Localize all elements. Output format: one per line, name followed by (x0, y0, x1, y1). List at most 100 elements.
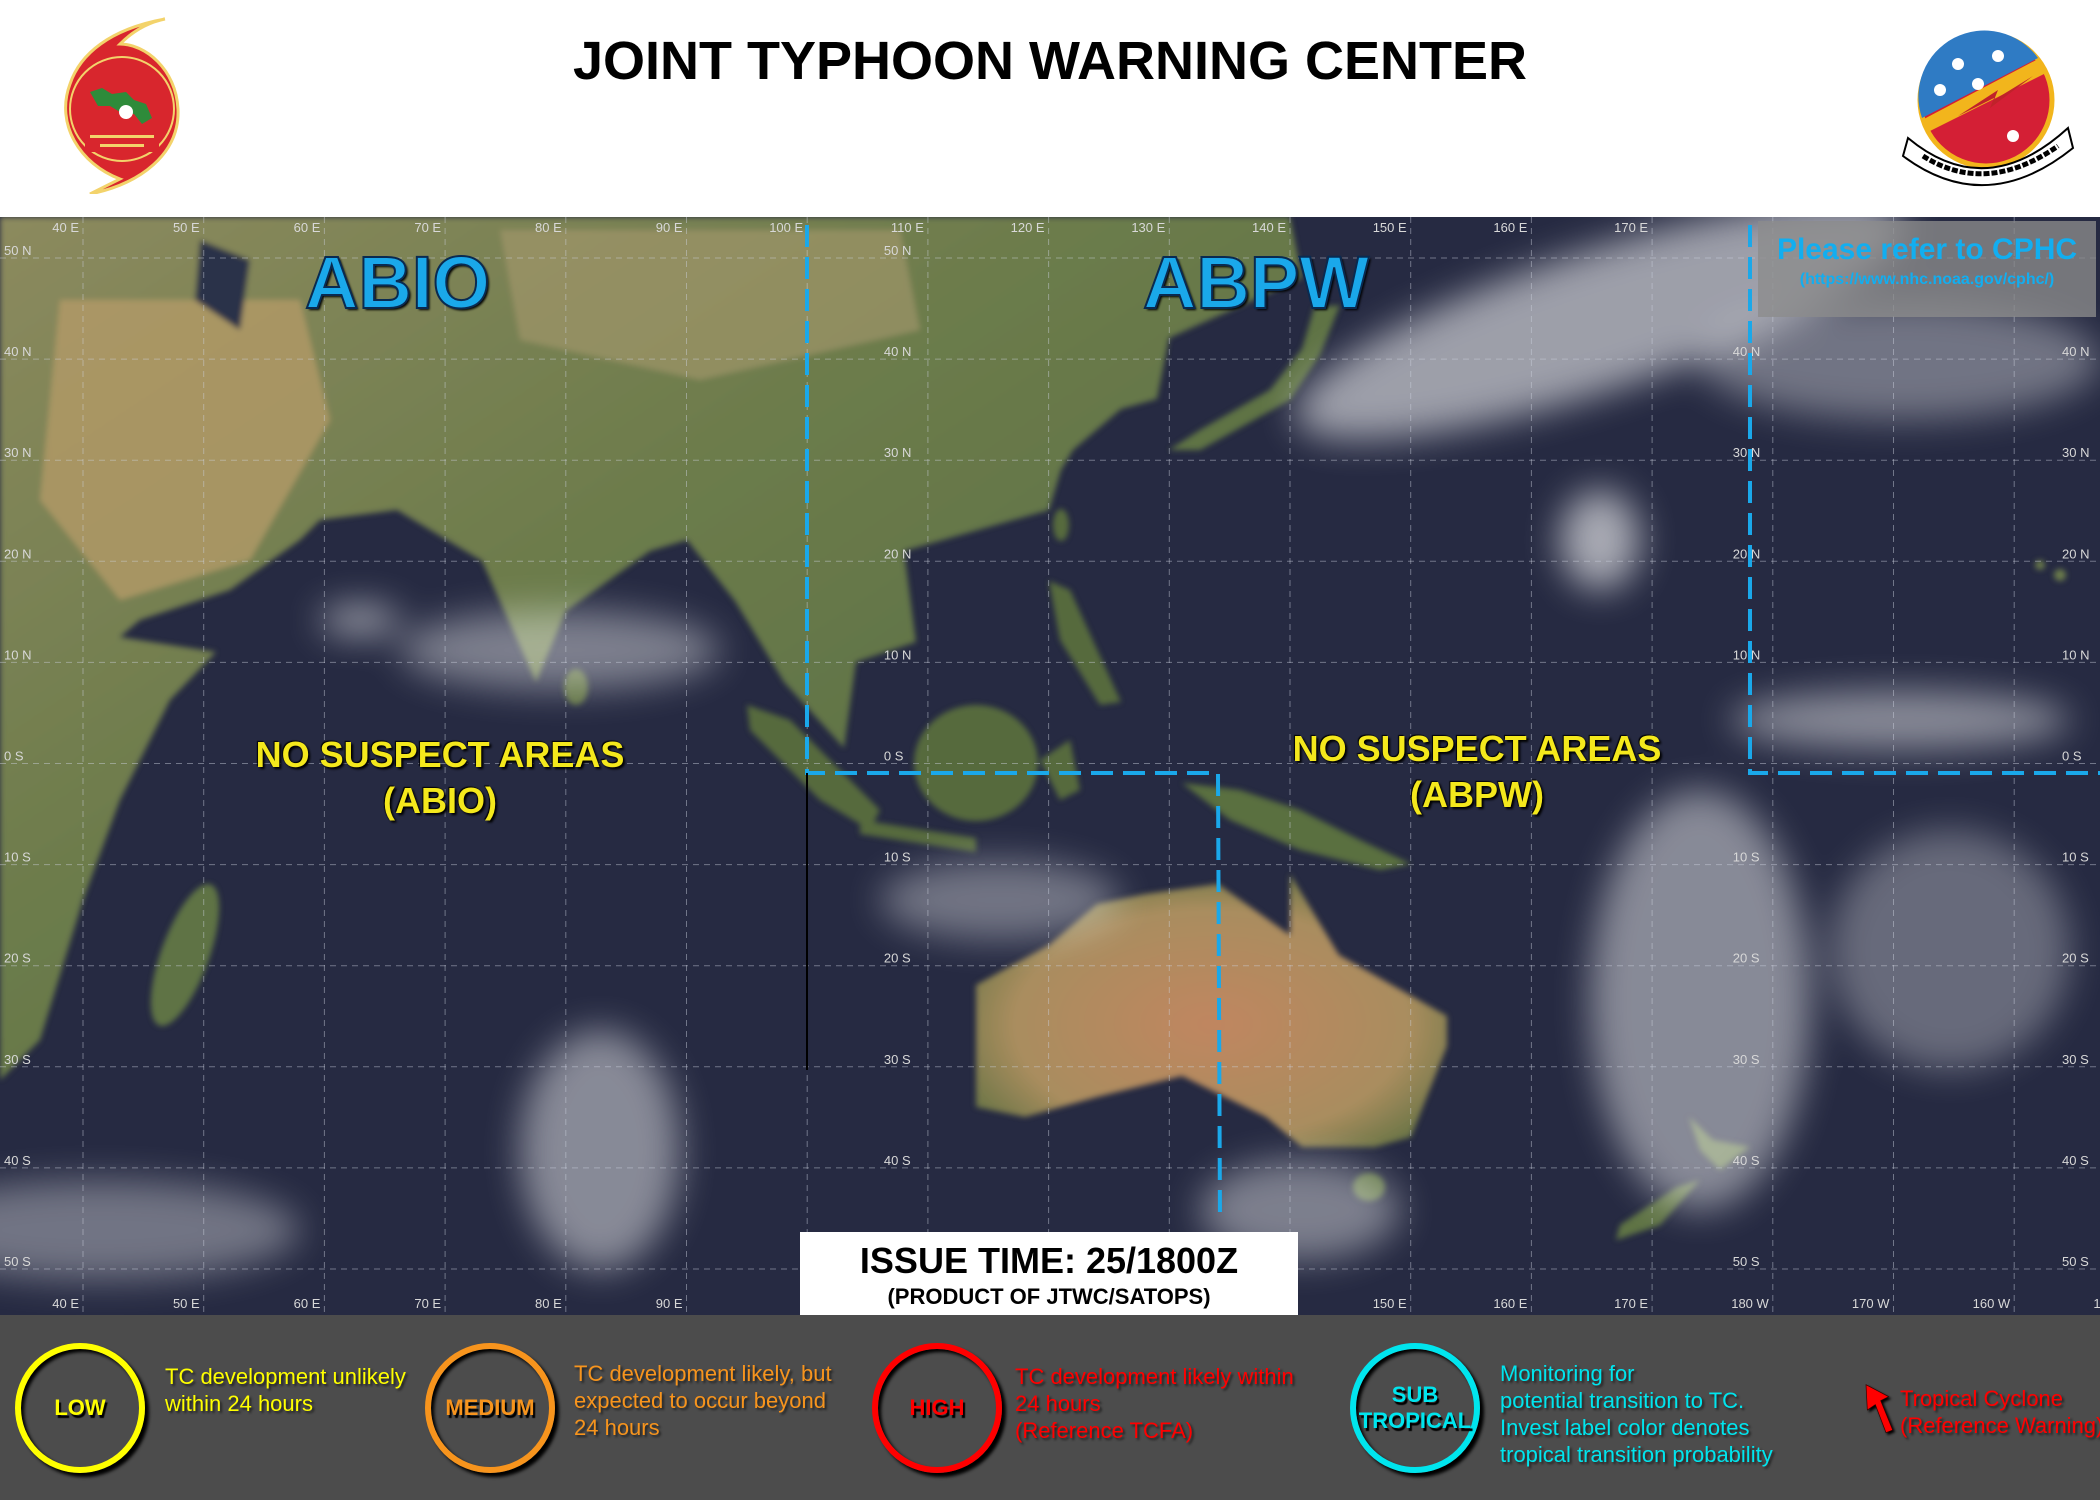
legend-medium-circle: MEDIUM (425, 1343, 555, 1473)
latitude-label: 50 S (2062, 1254, 2089, 1269)
latitude-label: 30 N (884, 445, 911, 460)
legend-medium-label: MEDIUM (445, 1395, 535, 1420)
longitude-label: 40 E (52, 1296, 79, 1311)
latitude-label: 40 N (2062, 344, 2089, 359)
legend-text-line: TC development unlikely (165, 1364, 406, 1389)
longitude-label: 80 E (535, 1296, 562, 1311)
longitude-label: 70 E (414, 1296, 441, 1311)
latitude-label: 20 S (884, 951, 911, 966)
cphc-boundary (1748, 225, 2100, 775)
latitude-label: 10 S (4, 850, 31, 865)
aor-boundaries (805, 225, 2100, 1223)
latitude-label: 10 N (2062, 647, 2089, 662)
latitude-label: 50 N (884, 243, 911, 258)
longitude-label: 70 E (414, 220, 441, 235)
abpw-status-line2: (ABPW) (1410, 774, 1544, 815)
longitude-label: 90 E (656, 220, 683, 235)
abio-status-line2: (ABIO) (383, 780, 497, 821)
latitude-label: 20 S (2062, 951, 2089, 966)
latitude-label: 10 S (884, 850, 911, 865)
latitude-label: 10 N (1733, 647, 1760, 662)
longitude-label: 170 E (1614, 220, 1648, 235)
australia (976, 874, 1447, 1147)
latitude-label: 10 N (884, 647, 911, 662)
longitude-label: 150 W (2093, 1296, 2100, 1311)
latitude-label: 40 S (884, 1153, 911, 1168)
latitude-label: 40 N (1733, 344, 1760, 359)
latitude-label: 30 S (884, 1052, 911, 1067)
17ows-logo (1898, 28, 2078, 193)
page-title: JOINT TYPHOON WARNING CENTER (572, 31, 1528, 91)
legend-text-line: (Reference TCFA) (1015, 1418, 1194, 1443)
latitude-label: 30 N (2062, 445, 2089, 460)
latitude-label: 20 N (2062, 546, 2089, 561)
longitude-label: 150 E (1373, 1296, 1407, 1311)
latitude-label: 0 S (4, 749, 24, 764)
longitude-label: 90 E (656, 1296, 683, 1311)
legend-text-line: (Reference Warning) (1900, 1413, 2100, 1438)
legend-subtropical-text: Monitoring for potential transition to T… (1500, 1360, 1773, 1468)
legend-subtropical-label: TROPICAL (1358, 1408, 1472, 1433)
latitude-label: 10 N (4, 647, 31, 662)
legend-text-line: 24 hours (574, 1415, 660, 1440)
legend: LOW TC development unlikely within 24 ho… (0, 1315, 2100, 1500)
latitude-label: 40 S (1733, 1153, 1760, 1168)
legend-text-line: Invest label color denotes (1500, 1415, 1750, 1440)
latitude-label: 20 S (1733, 951, 1760, 966)
longitude-label: 40 E (52, 220, 79, 235)
latitude-label: 0 S (884, 749, 904, 764)
latitude-label: 30 S (1733, 1052, 1760, 1067)
latitude-label: 30 S (4, 1052, 31, 1067)
legend-text-line: Monitoring for (1500, 1361, 1635, 1386)
longitude-label: 120 E (1011, 220, 1045, 235)
longitude-label: 110 E (891, 220, 924, 235)
legend-low-circle: LOW (15, 1343, 145, 1473)
latitude-label: 20 N (4, 546, 31, 561)
lat-lon-grid: 40 E 40 E 50 E 50 E 60 E 60 E 70 E 70 E 80 E 80 E… (0, 217, 2100, 1315)
asia-africa-landmass (0, 217, 1302, 1080)
legend-text-line: expected to occur beyond (574, 1388, 826, 1413)
cphc-notice: Please refer to CPHC (https://www.nhc.no… (1758, 221, 2096, 317)
latitude-label: 40 N (884, 344, 911, 359)
longitude-label: 160 E (1493, 220, 1527, 235)
product-source: (PRODUCT OF JTWC/SATOPS) (887, 1284, 1211, 1309)
latitude-label: 50 S (1733, 1254, 1760, 1269)
legend-text-line: potential transition to TC. (1500, 1388, 1745, 1413)
legend-subtropical-circle: SUB TROPICAL (1350, 1343, 1480, 1473)
legend-low-label: LOW (54, 1395, 106, 1420)
latitude-label: 30 N (4, 445, 31, 460)
legend-text-line: within 24 hours (165, 1391, 313, 1416)
legend-high-circle: HIGH (872, 1343, 1002, 1473)
legend-low-text: TC development unlikely within 24 hours (165, 1363, 406, 1417)
legend-text-line: TC development likely, but (574, 1361, 832, 1386)
latitude-label: 40 N (4, 344, 31, 359)
latitude-label: 40 S (2062, 1153, 2089, 1168)
latitude-label: 50 N (4, 243, 31, 258)
cloud-cover (0, 217, 2100, 1280)
issue-time: ISSUE TIME: 25/1800Z (859, 1240, 1239, 1281)
longitude-label: 100 E (769, 220, 803, 235)
longitude-label: 170 W (1852, 1296, 1890, 1311)
longitude-label: 140 E (1252, 220, 1286, 235)
abpw-status: NO SUSPECT AREAS (ABPW) (1217, 726, 1737, 818)
latitude-label: 10 S (2062, 850, 2089, 865)
region-label-abpw: ABPW (1142, 241, 1370, 324)
longitude-label: 130 E (1131, 220, 1165, 235)
longitude-label: 160 W (1973, 1296, 2011, 1311)
legend-high-label: HIGH (909, 1395, 965, 1420)
cphc-notice-title: Please refer to CPHC (1776, 233, 2078, 266)
satellite-imagery: 40 E 40 E 50 E 50 E 60 E 60 E 70 E 70 E 80 E 80 E… (0, 217, 2100, 1315)
legend-text-line: 24 hours (1015, 1391, 1101, 1416)
latitude-label: 20 S (4, 951, 31, 966)
longitude-label: 60 E (294, 1296, 321, 1311)
longitude-label: 170 E (1614, 1296, 1648, 1311)
abio-status-line1: NO SUSPECT AREAS (255, 734, 625, 775)
legend-text-line: tropical transition probability (1500, 1442, 1773, 1467)
longitude-label: 160 E (1493, 1296, 1527, 1311)
abio-status: NO SUSPECT AREAS (ABIO) (180, 732, 700, 824)
header: JOINT TYPHOON WARNING CENTER (0, 0, 2100, 217)
cphc-link[interactable]: (https://www.nhc.noaa.gov/cphc/) (1799, 271, 2055, 288)
latitude-label: 0 S (2062, 749, 2082, 764)
longitude-label: 150 E (1373, 220, 1407, 235)
latitude-label: 40 S (4, 1153, 31, 1168)
